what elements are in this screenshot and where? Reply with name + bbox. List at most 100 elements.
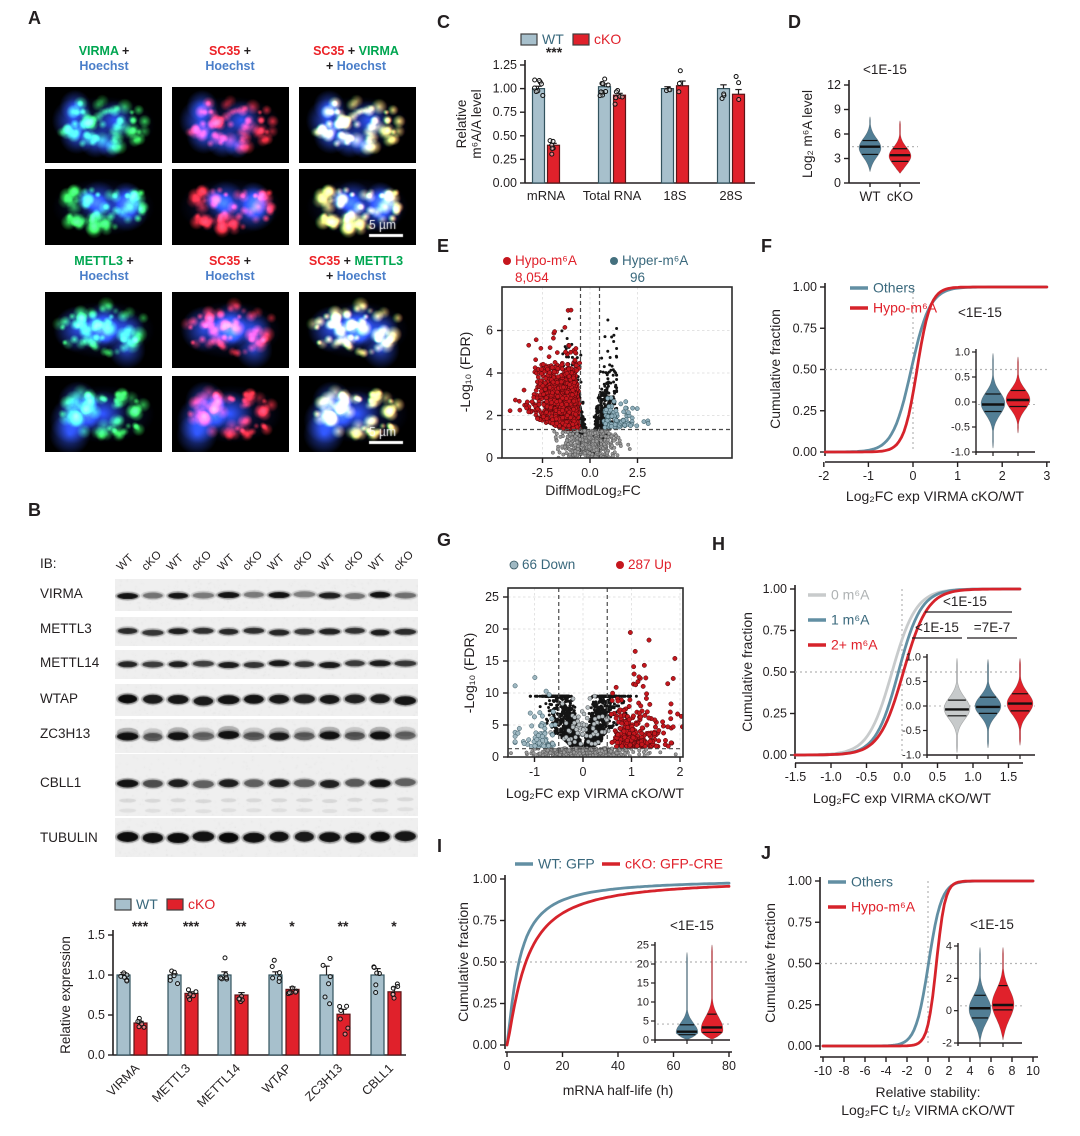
significance-stars: ***	[183, 918, 200, 934]
p-value: <1E-15	[915, 620, 959, 635]
bar	[184, 992, 199, 1056]
legend-label: Others	[851, 874, 893, 890]
y-tick-label: 15	[485, 654, 499, 668]
x-tick-label: -2	[901, 1064, 912, 1078]
data-point	[390, 991, 396, 997]
data-point	[337, 1004, 343, 1010]
legend-label: 1 m⁶A	[831, 612, 870, 628]
image-column-header: SC35 + METTL3 + Hoechst	[294, 254, 418, 284]
y-tick-label: 0.5	[88, 1008, 105, 1022]
x-tick-label: 0.0	[893, 770, 910, 784]
data-point	[373, 982, 379, 988]
y-tick-label: 0.00	[793, 445, 817, 459]
y-tick-label: 2	[486, 409, 493, 423]
fluorescence-image	[45, 169, 162, 245]
blot-strip-cbll1	[115, 754, 418, 816]
blot-strip-mettl14	[115, 650, 418, 679]
fluorescence-image	[45, 87, 162, 163]
x-tick-label: -1	[529, 765, 540, 779]
fluorescence-image	[45, 376, 162, 452]
data-point	[540, 92, 546, 98]
header-line: Hoechst	[168, 59, 292, 74]
y-tick-label: 0.00	[763, 748, 787, 762]
panel-c-label: C	[437, 12, 450, 32]
x-tick-label: 0.0	[581, 466, 598, 480]
y-tick-label: 6	[834, 127, 841, 141]
y-tick-label: 0.25	[788, 998, 812, 1012]
stain-name: Hoechst	[205, 59, 255, 73]
stain-name: Hoechst	[79, 269, 129, 283]
lane-label: WT	[316, 552, 338, 574]
data-point	[327, 974, 333, 980]
y-tick-label: 0.25	[473, 997, 497, 1011]
x-tick-label: -1.5	[785, 770, 807, 784]
x-tick-label: 1	[628, 765, 635, 779]
y-tick-label: 0.75	[793, 321, 817, 335]
image-column-header: SC35 + Hoechst	[168, 44, 292, 74]
data-point	[139, 1021, 145, 1027]
x-axis-label: mRNA half-life (h)	[563, 1082, 673, 1098]
bar	[612, 94, 627, 184]
data-point	[236, 996, 242, 1002]
stain-name: Hoechst	[336, 269, 387, 283]
y-axis-label: Cumulative fraction	[455, 902, 471, 1022]
panel-f-label: F	[761, 236, 772, 256]
volcano-g-points	[508, 588, 683, 757]
inset-y-tick-label: -2	[942, 1038, 952, 1050]
y-axis-label: Log₂ m⁶A level	[800, 90, 815, 178]
legend-label-down: 66 Down	[522, 557, 575, 572]
y-tick-label: 0	[492, 750, 499, 764]
data-point	[344, 1003, 350, 1009]
panel-b-label: B	[28, 500, 41, 520]
bar	[546, 144, 561, 184]
stain-name: VIRMA	[358, 44, 399, 58]
mrna-half-life-cdf: 1.00 0.75 0.50 0.25 0.00 0 20 40 60 80 WT: GFP cKO:…	[455, 856, 748, 1098]
y-tick-label: 1.00	[793, 280, 817, 294]
x-tick-label: 60	[667, 1059, 681, 1073]
y-tick-label: 12	[827, 78, 841, 92]
violin	[858, 116, 882, 172]
lane-label: cKO	[341, 548, 366, 574]
x-tick-label: -1.0	[820, 770, 842, 784]
fluorescence-image	[172, 292, 289, 368]
x-category-label: 18S	[663, 188, 686, 203]
legend-swatch-cko	[166, 898, 184, 911]
y-tick-label: 10	[485, 686, 499, 700]
m6a-count-expression-cdf: 1.00 0.75 0.50 0.25 0.00 -1.5 -1.0 -0.5 0.0 0.5 1.…	[739, 582, 1035, 806]
data-point	[549, 146, 555, 152]
p-value: <1E-15	[863, 62, 907, 77]
inset-y-tick-label: -1.0	[951, 447, 970, 459]
bar	[234, 994, 249, 1056]
lane-label: cKO	[139, 548, 164, 574]
data-point	[597, 93, 603, 99]
significance-stars: **	[338, 918, 349, 934]
y-axis-label: Relative expression	[58, 936, 73, 1054]
ib-label: IB:	[40, 556, 57, 571]
y-tick-label: 4	[486, 366, 493, 380]
panel-j-label: J	[761, 843, 772, 863]
blot-strip-virma	[115, 579, 418, 611]
x-tick-label: 0.5	[929, 770, 946, 784]
inset-y-tick-label: 0	[643, 1035, 649, 1047]
data-point	[276, 970, 282, 976]
x-tick-label: 40	[611, 1059, 625, 1073]
data-point	[374, 970, 380, 976]
header-line: Hoechst	[168, 269, 292, 284]
p-value: <1E-15	[943, 594, 987, 609]
inset-y-tick-label: 1.0	[906, 652, 921, 664]
y-tick-label: 0	[834, 176, 841, 190]
data-point	[175, 981, 181, 987]
y-tick-label: 0.75	[788, 915, 812, 929]
data-point	[371, 964, 377, 970]
blot-strip-mettl3	[115, 617, 418, 646]
data-point	[532, 77, 538, 83]
x-category-label: VIRMA	[104, 1061, 142, 1099]
data-point	[373, 990, 379, 996]
x-axis-label: DiffModLog₂FC	[545, 482, 640, 498]
y-tick-label: 0.0	[88, 1048, 105, 1062]
antibody-label: TUBULIN	[40, 830, 98, 845]
panel-h-label: H	[712, 534, 725, 554]
y-tick-label: 0.25	[763, 707, 787, 721]
bar	[285, 988, 300, 1056]
header-line: SC35 +	[168, 254, 292, 269]
